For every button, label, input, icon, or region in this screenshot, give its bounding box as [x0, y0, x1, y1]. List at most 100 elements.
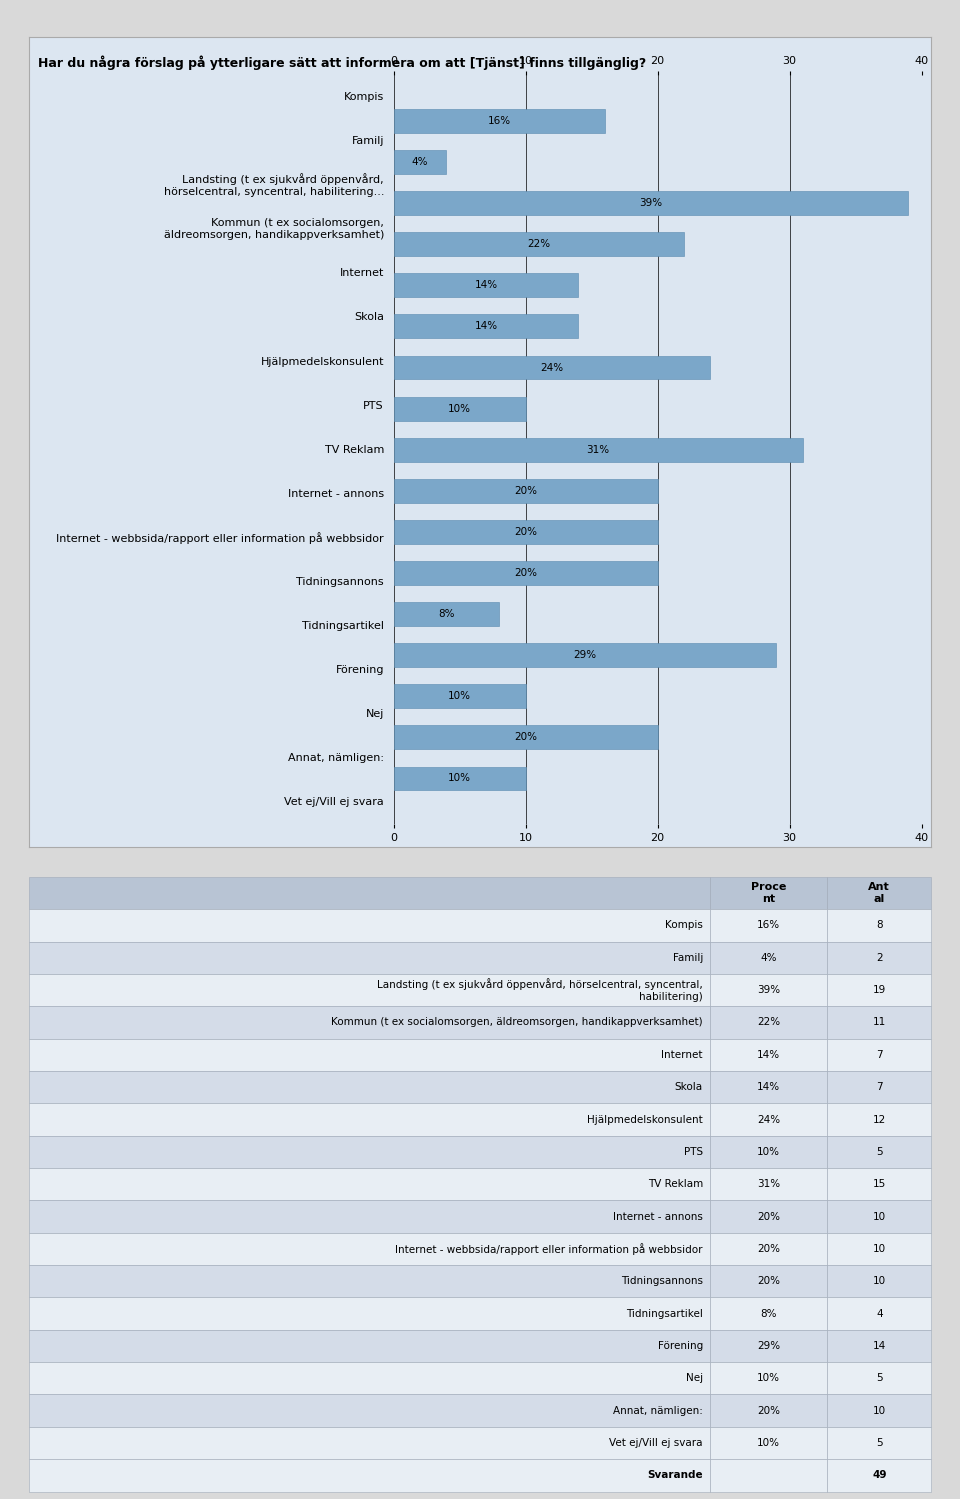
Bar — [710, 1070, 828, 1103]
Text: Annat, nämligen:: Annat, nämligen: — [288, 754, 384, 763]
Bar — [710, 1363, 828, 1394]
Bar — [710, 1330, 828, 1363]
Bar — [29, 1103, 710, 1136]
Text: 20%: 20% — [757, 1244, 780, 1253]
Bar — [29, 941, 710, 974]
Text: Tidningsartikel: Tidningsartikel — [626, 1309, 703, 1319]
Text: 20%: 20% — [515, 568, 537, 579]
Text: 14%: 14% — [757, 1082, 780, 1093]
Text: 22%: 22% — [757, 1018, 780, 1027]
Bar — [394, 192, 908, 214]
Bar — [394, 109, 605, 133]
Text: Internet: Internet — [340, 268, 384, 279]
Text: 24%: 24% — [757, 1115, 780, 1124]
Text: 12: 12 — [873, 1115, 886, 1124]
Text: 20%: 20% — [515, 486, 537, 496]
Bar — [29, 1298, 710, 1330]
Bar — [828, 1070, 931, 1103]
Bar — [29, 1394, 710, 1427]
Text: Har du några förslag på ytterligare sätt att informera om att [Tjänst] finns til: Har du några förslag på ytterligare sätt… — [38, 55, 647, 70]
Bar — [394, 643, 777, 667]
Text: 8: 8 — [876, 920, 882, 931]
Bar — [394, 766, 526, 790]
Bar — [394, 397, 526, 421]
Text: Vet ej/Vill ej svara: Vet ej/Vill ej svara — [284, 797, 384, 808]
Bar — [29, 1039, 710, 1070]
Bar — [828, 1330, 931, 1363]
Text: 20%: 20% — [757, 1276, 780, 1286]
Text: 29%: 29% — [757, 1342, 780, 1351]
Bar — [710, 1265, 828, 1298]
Bar — [394, 315, 578, 339]
Text: 4%: 4% — [760, 953, 777, 962]
Text: Kompis: Kompis — [665, 920, 703, 931]
Bar — [394, 355, 710, 379]
Bar — [29, 1363, 710, 1394]
Text: Hjälpmedelskonsulent: Hjälpmedelskonsulent — [588, 1115, 703, 1124]
Text: Förening: Förening — [658, 1342, 703, 1351]
Text: 10%: 10% — [448, 773, 471, 784]
Bar — [29, 1427, 710, 1459]
Text: Vet ej/Vill ej svara: Vet ej/Vill ej svara — [610, 1438, 703, 1448]
Bar — [29, 974, 710, 1006]
Text: 20%: 20% — [757, 1211, 780, 1222]
Bar — [394, 438, 803, 462]
Bar — [29, 1136, 710, 1168]
Bar — [828, 1039, 931, 1070]
Bar — [394, 561, 658, 585]
Bar — [828, 941, 931, 974]
Bar — [710, 941, 828, 974]
Text: 39%: 39% — [757, 985, 780, 995]
Bar — [29, 877, 710, 910]
Text: 11: 11 — [873, 1018, 886, 1027]
Bar — [828, 1232, 931, 1265]
Bar — [29, 1070, 710, 1103]
Text: 10%: 10% — [757, 1373, 780, 1384]
Text: Familj: Familj — [673, 953, 703, 962]
Text: 16%: 16% — [488, 115, 511, 126]
Text: 4: 4 — [876, 1309, 882, 1319]
Text: Ant
al: Ant al — [869, 883, 890, 904]
Text: TV Reklam: TV Reklam — [648, 1180, 703, 1189]
Text: Internet - annons: Internet - annons — [288, 489, 384, 499]
Text: Tidningsannons: Tidningsannons — [621, 1276, 703, 1286]
Text: 5: 5 — [876, 1147, 882, 1157]
Text: TV Reklam: TV Reklam — [324, 445, 384, 454]
Bar — [29, 1168, 710, 1201]
Text: Internet - annons: Internet - annons — [613, 1211, 703, 1222]
Bar — [828, 1168, 931, 1201]
Text: 39%: 39% — [639, 198, 662, 208]
Bar — [394, 150, 446, 174]
Text: 10: 10 — [873, 1276, 886, 1286]
Text: Annat, nämligen:: Annat, nämligen: — [613, 1406, 703, 1415]
Text: 20%: 20% — [515, 526, 537, 537]
Text: 15: 15 — [873, 1180, 886, 1189]
Text: Kommun (t ex socialomsorgen, äldreomsorgen, handikappverksamhet): Kommun (t ex socialomsorgen, äldreomsorg… — [331, 1018, 703, 1027]
Bar — [710, 1201, 828, 1232]
Bar — [394, 232, 684, 256]
Text: PTS: PTS — [684, 1147, 703, 1157]
Bar — [29, 1232, 710, 1265]
Bar — [828, 1265, 931, 1298]
Bar — [828, 1394, 931, 1427]
Bar — [710, 1232, 828, 1265]
Text: Nej: Nej — [685, 1373, 703, 1384]
Bar — [828, 974, 931, 1006]
Text: Internet - webbsida/rapport eller information på webbsidor: Internet - webbsida/rapport eller inform… — [396, 1243, 703, 1255]
Bar — [29, 1265, 710, 1298]
Text: Tidningsartikel: Tidningsartikel — [302, 621, 384, 631]
Text: 14%: 14% — [474, 280, 497, 291]
Text: 14: 14 — [873, 1342, 886, 1351]
Text: PTS: PTS — [364, 400, 384, 411]
Text: 2: 2 — [876, 953, 882, 962]
Bar — [394, 520, 658, 544]
Bar — [29, 910, 710, 941]
Bar — [710, 1298, 828, 1330]
Text: Svarande: Svarande — [647, 1471, 703, 1481]
Bar — [828, 1459, 931, 1492]
Bar — [710, 1039, 828, 1070]
Bar — [394, 478, 658, 502]
Text: Landsting (t ex sjukvård öppenvård, hörselcentral, syncentral,
habilitering): Landsting (t ex sjukvård öppenvård, hörs… — [377, 979, 703, 1001]
Text: 4%: 4% — [412, 157, 428, 166]
Bar — [710, 1427, 828, 1459]
